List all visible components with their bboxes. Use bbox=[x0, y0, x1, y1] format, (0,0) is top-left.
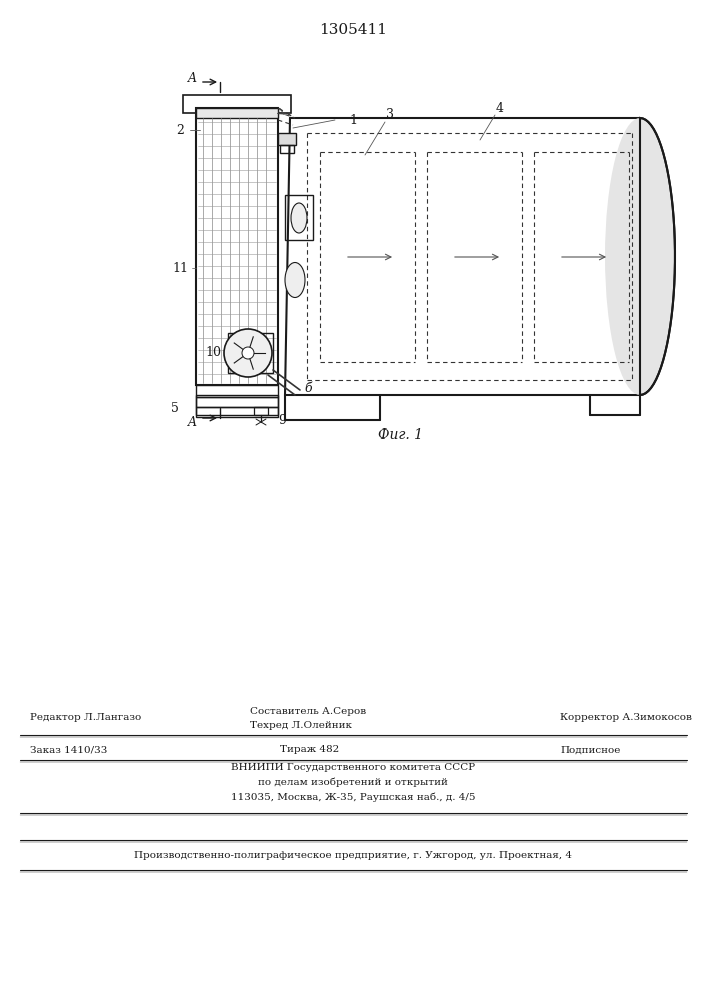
Text: 9: 9 bbox=[278, 414, 286, 426]
Bar bbox=[196, 395, 278, 417]
Bar bbox=[280, 145, 294, 153]
Circle shape bbox=[224, 329, 272, 377]
Text: 10: 10 bbox=[205, 347, 221, 360]
Text: 5: 5 bbox=[171, 401, 179, 414]
Text: 11: 11 bbox=[172, 261, 188, 274]
Bar bbox=[196, 108, 278, 118]
Bar bbox=[254, 407, 268, 415]
Text: A: A bbox=[187, 72, 197, 85]
Ellipse shape bbox=[605, 118, 675, 395]
Text: Редактор Л.Лангазо: Редактор Л.Лангазо bbox=[30, 714, 141, 722]
Text: Корректор А.Зимокосов: Корректор А.Зимокосов bbox=[560, 714, 692, 722]
Text: Фиг. 1: Фиг. 1 bbox=[378, 428, 423, 442]
Text: 113035, Москва, Ж-35, Раушская наб., д. 4/5: 113035, Москва, Ж-35, Раушская наб., д. … bbox=[230, 792, 475, 802]
Bar bbox=[196, 385, 278, 397]
Text: Тираж 482: Тираж 482 bbox=[280, 746, 339, 754]
Bar bbox=[278, 133, 296, 145]
Text: 2: 2 bbox=[176, 123, 184, 136]
Circle shape bbox=[242, 347, 254, 359]
Text: Техред Л.Олейник: Техред Л.Олейник bbox=[250, 722, 352, 730]
Bar bbox=[196, 397, 278, 407]
Text: 3: 3 bbox=[386, 108, 394, 121]
Text: Подписное: Подписное bbox=[560, 746, 620, 754]
Text: 1305411: 1305411 bbox=[319, 23, 387, 37]
Bar bbox=[183, 95, 291, 113]
Ellipse shape bbox=[285, 262, 305, 298]
Text: Заказ 1410/33: Заказ 1410/33 bbox=[30, 746, 107, 754]
Text: Производственно-полиграфическое предприятие, г. Ужгород, ул. Проектная, 4: Производственно-полиграфическое предприя… bbox=[134, 850, 572, 859]
Text: 1: 1 bbox=[349, 113, 357, 126]
Bar bbox=[196, 407, 278, 415]
Text: Составитель А.Серов: Составитель А.Серов bbox=[250, 708, 366, 716]
Text: ВНИИПИ Государственного комитета СССР: ВНИИПИ Государственного комитета СССР bbox=[231, 762, 475, 772]
Text: б: б bbox=[304, 381, 312, 394]
Ellipse shape bbox=[291, 203, 307, 233]
Bar bbox=[228, 333, 273, 373]
Bar bbox=[285, 195, 313, 240]
Text: 4: 4 bbox=[496, 102, 504, 114]
Bar bbox=[196, 108, 278, 385]
Text: по делам изобретений и открытий: по делам изобретений и открытий bbox=[258, 777, 448, 787]
Text: A: A bbox=[187, 416, 197, 428]
